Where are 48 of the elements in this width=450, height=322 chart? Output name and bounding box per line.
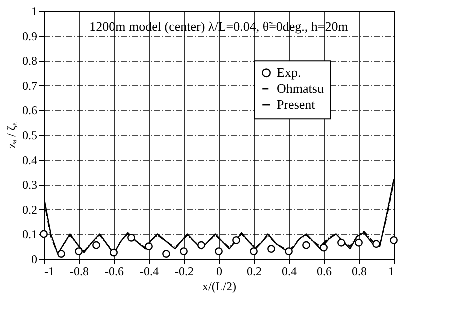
point bbox=[372, 240, 380, 248]
point bbox=[40, 230, 48, 238]
point bbox=[110, 248, 118, 257]
point bbox=[268, 245, 276, 254]
y-tick-label: 0.2 bbox=[22, 202, 38, 217]
point bbox=[390, 236, 398, 244]
point bbox=[145, 242, 153, 251]
y-tick-label: 0.8 bbox=[22, 54, 38, 68]
x-tick-label: 0.8 bbox=[352, 264, 367, 278]
point bbox=[355, 238, 363, 247]
y-tick-label: 0.5 bbox=[22, 128, 38, 142]
point bbox=[215, 248, 223, 256]
y-tick-label: 0.6 bbox=[22, 104, 38, 118]
x-tick-label: 1 bbox=[388, 264, 394, 278]
y-tick-label: 0.3 bbox=[22, 178, 38, 192]
x-tick-label: -0.2 bbox=[175, 264, 194, 278]
point bbox=[92, 241, 100, 250]
legend-label: Present bbox=[277, 97, 316, 112]
point bbox=[75, 248, 83, 256]
x-tick-label: 0.6 bbox=[317, 264, 332, 278]
y-tick-label: 0 bbox=[32, 252, 38, 266]
point bbox=[302, 241, 310, 250]
legend-label: Ohmatsu bbox=[277, 81, 324, 96]
y-tick-label: 0.9 bbox=[22, 29, 38, 44]
point bbox=[338, 238, 346, 247]
x-tick-label: -1 bbox=[44, 264, 54, 278]
legend-label: Exp. bbox=[277, 65, 302, 80]
x-tick-label: 0 bbox=[216, 264, 222, 278]
x-tick-label: 0.2 bbox=[247, 264, 262, 278]
point bbox=[320, 244, 328, 252]
y-tick-label: 1 bbox=[32, 4, 38, 18]
point bbox=[232, 236, 240, 244]
point bbox=[180, 248, 188, 256]
y-tick-label: 0.4 bbox=[22, 153, 38, 168]
y-tick-label: 0.1 bbox=[22, 228, 38, 242]
point bbox=[198, 241, 206, 250]
x-tick-label: -0.8 bbox=[70, 264, 89, 278]
point bbox=[128, 234, 136, 242]
x-axis-title: x/(L/2) bbox=[202, 280, 236, 294]
y-tick-label: 0.7 bbox=[22, 78, 38, 93]
point bbox=[162, 250, 170, 258]
x-tick-label: -0.6 bbox=[105, 264, 124, 278]
point bbox=[58, 250, 66, 258]
point bbox=[285, 248, 293, 256]
point bbox=[250, 248, 258, 256]
y-axis-title: zₐ / ζₐ bbox=[4, 122, 18, 149]
x-tick-label: -0.4 bbox=[140, 264, 159, 278]
x-tick-label: 0.4 bbox=[282, 264, 297, 278]
